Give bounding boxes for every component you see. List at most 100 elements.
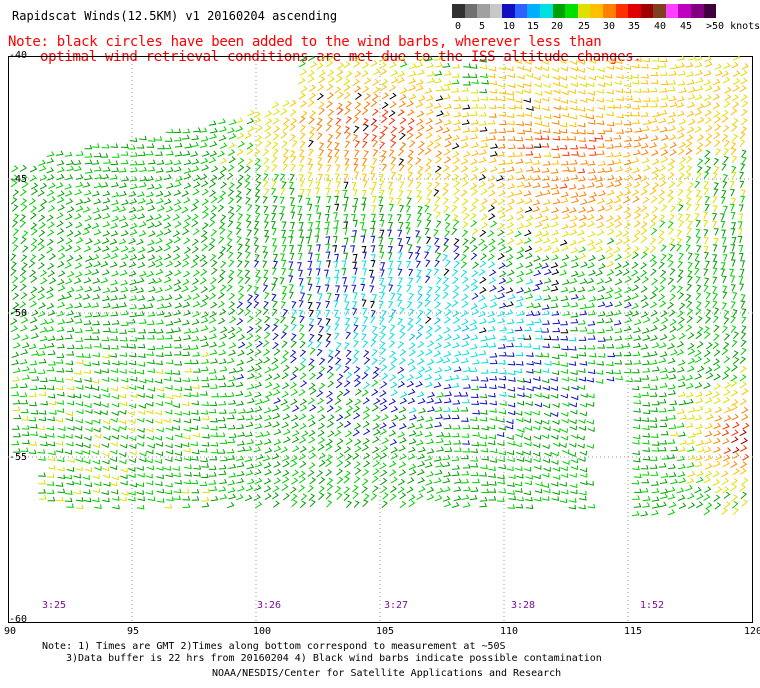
wind-barb	[325, 187, 331, 196]
wind-barb	[677, 260, 684, 269]
wind-barb	[280, 301, 286, 309]
wind-barb	[253, 446, 262, 453]
wind-barb	[705, 397, 713, 404]
wind-barb	[416, 269, 422, 277]
wind-barb	[434, 325, 442, 333]
wind-barb	[200, 391, 208, 396]
wind-barb	[553, 105, 561, 111]
wind-barb	[571, 129, 579, 135]
wind-barb	[354, 70, 362, 78]
wind-barb	[605, 326, 614, 332]
wind-barb	[121, 245, 129, 253]
wind-barb	[110, 336, 119, 341]
wind-barb	[74, 370, 82, 375]
wind-barb	[461, 375, 470, 381]
wind-barb	[120, 286, 129, 293]
wind-barb	[201, 502, 210, 508]
wind-barb	[262, 307, 269, 316]
wind-barb	[199, 448, 208, 453]
wind-barb	[667, 164, 675, 172]
wind-barb	[506, 228, 514, 236]
wind-barb	[426, 189, 433, 197]
wind-barb	[319, 357, 326, 366]
wind-barb	[550, 412, 559, 417]
wind-barb	[343, 221, 349, 229]
wind-barb	[264, 415, 272, 422]
wind-barb	[325, 205, 331, 214]
wind-barb	[297, 205, 303, 214]
wind-barb	[667, 439, 676, 444]
wind-barb	[370, 315, 376, 324]
wind-barb	[56, 400, 64, 405]
wind-barb	[379, 213, 385, 222]
wind-barb	[264, 131, 272, 140]
wind-barb	[308, 222, 313, 230]
wind-barb	[552, 420, 560, 425]
wind-barb	[660, 472, 669, 478]
wind-barb	[92, 320, 100, 326]
wind-barb	[579, 496, 587, 501]
wind-barb	[418, 407, 427, 414]
wind-barb	[127, 427, 136, 433]
wind-barb	[642, 212, 650, 220]
wind-barb	[227, 424, 236, 430]
wind-barb	[84, 335, 93, 340]
wind-barb	[542, 106, 550, 112]
wind-barb	[469, 319, 477, 326]
wind-barb	[58, 270, 66, 277]
wind-barb	[182, 503, 191, 508]
wind-barb	[470, 182, 478, 190]
wind-barb	[623, 142, 632, 148]
wind-barb	[425, 95, 434, 102]
wind-barb	[262, 339, 270, 348]
wind-barb	[713, 157, 720, 166]
wind-barb	[550, 262, 559, 269]
wind-barb	[120, 343, 129, 348]
wind-barb	[40, 377, 48, 383]
wind-barb	[372, 149, 379, 157]
wind-barb	[731, 171, 737, 179]
wind-barb	[254, 195, 261, 203]
wind-barb	[147, 246, 155, 253]
wind-barb	[237, 213, 244, 221]
wind-barb	[587, 168, 596, 174]
wind-barb	[228, 342, 237, 349]
wind-barb	[262, 260, 268, 268]
wind-barb	[506, 301, 514, 308]
wind-barb	[730, 275, 736, 283]
wind-barb	[542, 403, 551, 409]
wind-barb	[363, 101, 371, 109]
wind-barb	[676, 237, 683, 246]
wind-barb	[299, 124, 306, 133]
wind-barb	[731, 364, 738, 372]
wind-barb	[11, 440, 20, 446]
wind-barb	[64, 497, 73, 503]
wind-barb	[427, 286, 433, 294]
wind-barb	[559, 144, 568, 150]
wind-barb	[91, 302, 100, 308]
wind-barb	[694, 253, 700, 261]
wind-barb	[318, 452, 326, 460]
wind-barb	[128, 206, 137, 213]
wind-barb	[643, 316, 651, 324]
wind-barb	[21, 230, 29, 238]
wind-barb	[560, 369, 569, 374]
wind-barb	[704, 117, 712, 124]
wind-barb	[102, 166, 111, 172]
wind-barb	[191, 135, 200, 141]
wind-barb	[309, 404, 317, 412]
wind-barb	[21, 425, 30, 430]
wind-barb	[425, 416, 434, 422]
wind-barb	[326, 483, 334, 492]
wind-barb	[306, 189, 312, 197]
legend-label: 0	[455, 21, 462, 32]
wind-barb	[677, 455, 685, 462]
wind-barb	[262, 455, 271, 462]
wind-barb	[308, 462, 316, 470]
wind-barb	[174, 443, 183, 448]
wind-barb	[191, 158, 200, 165]
wind-barb	[147, 443, 155, 449]
wind-barb	[461, 229, 469, 238]
wind-barb	[696, 142, 704, 150]
wind-barb	[145, 150, 154, 156]
